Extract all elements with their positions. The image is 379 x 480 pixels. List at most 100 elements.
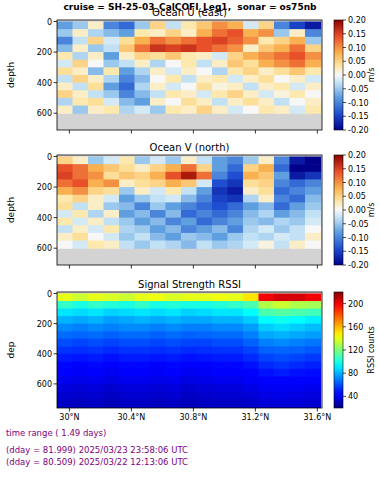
cell (274, 369, 290, 377)
cell (305, 241, 321, 249)
colorbar-tick-label: -0.05 (348, 85, 369, 94)
cell (274, 354, 290, 362)
y-tick (54, 156, 58, 157)
cell (274, 339, 290, 347)
cell (258, 202, 274, 210)
cell (150, 218, 166, 226)
cell (165, 294, 181, 302)
cell (258, 157, 274, 165)
cell (196, 29, 212, 37)
cell (305, 376, 321, 384)
cell (72, 241, 88, 249)
cell (258, 331, 274, 339)
cell (134, 187, 150, 195)
cell (289, 316, 305, 324)
cell (165, 218, 181, 226)
colorbar-tick (343, 350, 346, 351)
cell (119, 172, 135, 180)
cell (150, 294, 166, 302)
colorbar-tick-label: 200 (348, 300, 363, 309)
panel: Signal Strength RSSI30°N30.4°N30.8°N31.2… (6, 279, 376, 422)
cell (196, 309, 212, 317)
cell (72, 339, 88, 347)
cell (227, 179, 243, 187)
cell (196, 331, 212, 339)
cell (227, 324, 243, 332)
x-tick (255, 265, 256, 269)
cell (305, 157, 321, 165)
cell (196, 157, 212, 165)
cell (134, 37, 150, 45)
cell (274, 22, 290, 30)
cell (289, 83, 305, 91)
cell (227, 22, 243, 30)
cell (103, 90, 119, 98)
cell (196, 316, 212, 324)
cell (305, 164, 321, 172)
cell (72, 22, 88, 30)
cell (150, 90, 166, 98)
cell (72, 354, 88, 362)
cell (88, 301, 104, 309)
cell (196, 37, 212, 45)
colorbar-tick (343, 116, 346, 117)
cell (72, 37, 88, 45)
cell (57, 60, 73, 68)
cell (227, 52, 243, 60)
cell (305, 37, 321, 45)
cell (289, 52, 305, 60)
cell (243, 106, 259, 114)
y-axis-label: depth (6, 197, 16, 223)
cell (181, 331, 197, 339)
cell (119, 75, 135, 83)
cell (289, 391, 305, 399)
cell (227, 90, 243, 98)
cell (243, 225, 259, 233)
cell (72, 294, 88, 302)
cell (165, 37, 181, 45)
cell (196, 44, 212, 52)
x-tick (131, 130, 132, 134)
colorbar-tick (343, 265, 346, 266)
cell (258, 75, 274, 83)
cell (196, 164, 212, 172)
cell (103, 75, 119, 83)
cell (119, 399, 135, 407)
cell (212, 376, 228, 384)
cell (289, 67, 305, 75)
cell (227, 316, 243, 324)
cell (165, 172, 181, 180)
cell (181, 218, 197, 226)
cell (305, 324, 321, 332)
cell (289, 195, 305, 203)
cell (88, 324, 104, 332)
cell (212, 399, 228, 407)
cell (103, 83, 119, 91)
cell (165, 376, 181, 384)
cell (150, 202, 166, 210)
colorbar-tick (343, 251, 346, 252)
cell (72, 29, 88, 37)
cell (103, 187, 119, 195)
cell (72, 60, 88, 68)
cell (181, 210, 197, 218)
cell (150, 361, 166, 369)
cell (165, 309, 181, 317)
cell (274, 331, 290, 339)
cell (165, 202, 181, 210)
cell (243, 210, 259, 218)
cell (103, 210, 119, 218)
cell (165, 210, 181, 218)
cell (119, 195, 135, 203)
cell (258, 44, 274, 52)
cell (72, 187, 88, 195)
cell (258, 106, 274, 114)
cell (196, 346, 212, 354)
cell (227, 106, 243, 114)
cell (196, 233, 212, 241)
colorbar-tick (343, 303, 346, 304)
cell (243, 369, 259, 377)
cell (274, 241, 290, 249)
cell (150, 225, 166, 233)
cell (181, 60, 197, 68)
